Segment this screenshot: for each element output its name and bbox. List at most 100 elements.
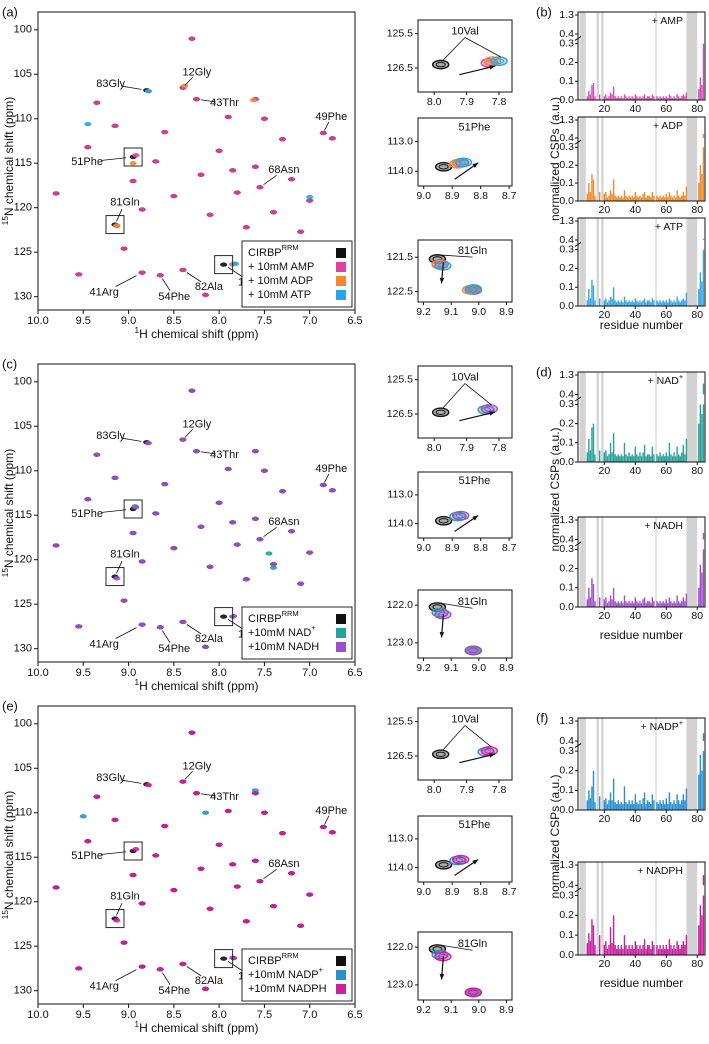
unassigned-region <box>596 372 599 462</box>
peak <box>265 551 273 556</box>
bar <box>699 165 702 201</box>
bar <box>591 919 593 955</box>
bar <box>628 945 630 955</box>
x-tick-label: 40 <box>629 465 641 477</box>
bar <box>616 302 618 306</box>
bar <box>668 298 671 306</box>
y-tick-label: 0.4 <box>559 234 574 246</box>
unassigned-region <box>596 117 599 201</box>
bar <box>665 193 667 201</box>
bar <box>676 94 678 100</box>
peak-annotation: 41Arg <box>89 287 118 299</box>
bar <box>656 802 658 810</box>
bar <box>605 941 607 955</box>
peak-annotation: 43Thr <box>210 791 239 803</box>
peak <box>256 879 264 884</box>
x-tick-label: 9.0 <box>121 667 136 679</box>
peak <box>269 561 278 567</box>
bar <box>679 197 681 201</box>
shift-arrowhead <box>489 753 496 758</box>
bar <box>685 935 688 955</box>
bar <box>639 800 641 810</box>
zoom-box <box>105 215 125 235</box>
bar <box>640 98 643 100</box>
bar <box>643 192 646 201</box>
unassigned-region <box>601 218 604 306</box>
y-tick-label: 1.3 <box>559 715 574 727</box>
text-part: CIRBP <box>248 247 282 259</box>
bar <box>679 949 681 955</box>
y-tick-label: 114.0 <box>388 517 414 529</box>
legend-swatch <box>336 970 346 980</box>
bar <box>657 804 660 810</box>
peak <box>93 452 101 457</box>
bar <box>612 587 615 607</box>
contour-ring <box>484 406 495 412</box>
x-tick-label: 40 <box>629 958 641 970</box>
peak <box>242 225 250 230</box>
y-tick-label: 0.1 <box>559 784 574 796</box>
peak <box>306 550 314 555</box>
x-tick-label: 40 <box>629 813 641 825</box>
bar <box>682 444 685 462</box>
zoom-box <box>123 499 143 519</box>
bar <box>676 190 678 201</box>
y-tick-label: 0.4 <box>559 28 574 40</box>
peak <box>144 783 153 788</box>
bar <box>598 450 601 462</box>
inset-leader <box>464 37 502 58</box>
shift-arrowhead <box>439 973 445 980</box>
y-axis-label: 15N chemical shift (ppm) <box>1 97 17 225</box>
inset-leader <box>442 37 466 61</box>
bar <box>684 454 686 462</box>
bar <box>633 603 635 607</box>
x-tick-label: 20 <box>598 103 610 115</box>
unassigned-region <box>686 862 698 955</box>
bar <box>623 296 626 306</box>
unassigned-region <box>601 517 604 607</box>
bar <box>619 98 621 100</box>
bar <box>685 593 688 607</box>
bar <box>657 603 660 607</box>
inset-leader <box>439 602 473 609</box>
bar <box>636 454 638 462</box>
bar <box>682 94 685 100</box>
legend-swatch <box>336 262 346 272</box>
contour-ring <box>438 518 449 524</box>
bar <box>634 298 637 306</box>
text-part: + ADP <box>653 120 683 132</box>
y-tick-label: 123.0 <box>387 637 413 649</box>
bar <box>588 289 590 306</box>
bar <box>670 300 672 306</box>
bar <box>603 96 606 100</box>
peak <box>233 542 241 547</box>
peak-annotation: 51Phe <box>71 850 103 862</box>
bar <box>660 302 663 306</box>
bar <box>698 925 700 955</box>
bar <box>631 300 633 306</box>
inset-leader <box>464 383 492 406</box>
bar <box>671 98 674 100</box>
bar <box>659 800 661 810</box>
bar <box>592 770 595 810</box>
bar <box>656 945 658 955</box>
peak <box>84 121 92 127</box>
bar <box>605 94 607 100</box>
peak-annotation: 54Phe <box>158 291 190 303</box>
bar <box>673 195 675 201</box>
bar <box>606 302 609 306</box>
x-tick-label: 20 <box>598 813 610 825</box>
bar <box>660 197 663 201</box>
bar <box>662 96 664 100</box>
bar <box>681 601 683 607</box>
panel-label: (f) <box>536 710 548 725</box>
peak <box>132 505 140 510</box>
bar <box>679 804 681 810</box>
peak <box>256 185 264 190</box>
peak <box>120 598 128 603</box>
legend-label: CIRBPRRM <box>248 951 299 966</box>
bar <box>646 800 649 810</box>
bar <box>620 300 623 306</box>
x-tick-label: 9.0 <box>416 542 431 554</box>
peak <box>111 475 119 481</box>
